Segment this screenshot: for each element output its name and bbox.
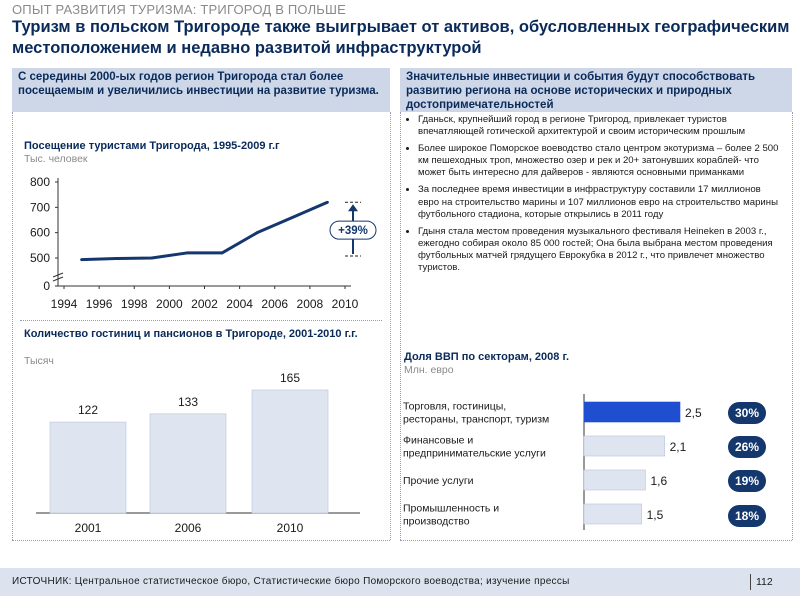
right-panel-heading: Значительные инвестиции и события будут … (400, 68, 792, 112)
x-tick-label: 2008 (297, 297, 324, 311)
data-point (185, 251, 189, 255)
share-badge: 18% (728, 505, 766, 527)
footer-bar (0, 568, 800, 596)
gdp-sector-bar-chart: 2,5 Торговля, гостиницы, рестораны, трансп… (403, 394, 702, 530)
bar-category-label-line: Финансовые и (403, 435, 473, 447)
growth-label: +39% (338, 225, 368, 237)
bullet-item: За последнее время инвестиции в инфрастр… (418, 184, 784, 220)
bar-category-label: Финансовые и предпринимательские услуги (403, 435, 546, 460)
bullet-item: Более широкое Поморское воеводство стало… (418, 143, 784, 179)
left-panel-border (12, 540, 390, 541)
data-point (80, 258, 83, 262)
series-line (81, 200, 329, 262)
data-point (326, 200, 329, 204)
bar-category-label-line: Торговля, гостиницы, (403, 401, 506, 413)
bar-category-label-line: Промышленность и (403, 503, 499, 515)
bar-category-label-line: Прочие услуги (403, 475, 474, 487)
bar (583, 503, 642, 525)
growth-badge (329, 220, 377, 240)
bar-category-label: Торговля, гостиницы, рестораны, транспорт… (403, 401, 549, 426)
right-panel-border (400, 540, 792, 541)
axis-break-mark (52, 276, 64, 282)
right-panel-border (792, 112, 793, 540)
data-point (255, 231, 259, 235)
line-chart-unit: Тыс. человек (24, 153, 88, 165)
tracker-title: ОПЫТ РАЗВИТИЯ ТУРИЗМА: ТРИГОРОД В ПОЛЬШЕ (12, 2, 347, 17)
bar-category-label: Прочие услуги (403, 475, 474, 487)
bullet-item: Гданьск, крупнейший город в регионе Триг… (418, 114, 784, 138)
data-point (290, 216, 294, 219)
axis-break-mark (52, 272, 64, 278)
bar-value-label: 1,5 (647, 508, 664, 522)
growth-arrowhead (348, 204, 358, 212)
y-tick-label: 600 (30, 226, 50, 240)
x-tick-label: 1994 (51, 297, 78, 311)
bar-chart-title: Количество гостиниц и пансионов в Тригор… (24, 328, 358, 340)
bar (583, 401, 681, 423)
y-tick-label: 0 (43, 279, 50, 293)
x-tick-label: 1996 (86, 297, 113, 311)
bar-value-label: 2,5 (685, 406, 702, 420)
left-panel-border (12, 112, 13, 540)
page-number: 112 (756, 576, 773, 588)
bar-category-label-line: рестораны, транспорт, туризм (403, 414, 549, 426)
bar-category-label: Промышленность и производство (403, 503, 499, 528)
slide-headline: Туризм в польском Тригороде также выигры… (12, 18, 790, 57)
x-tick-label: 2004 (226, 297, 253, 311)
left-panel-heading: С середины 2000-ых годов регион Тригород… (12, 68, 390, 112)
x-tick-label: 2010 (332, 297, 359, 311)
data-point (220, 251, 224, 255)
x-tick-label: 2006 (261, 297, 288, 311)
share-badge: 26% (728, 436, 766, 458)
line-chart-title: Посещение туристами Тригорода, 1995-2009… (24, 140, 280, 152)
hotels-bar-chart: 122 2001 133 2006 165 2010 (36, 371, 360, 535)
x-tick-label: 2002 (191, 297, 218, 311)
bar-value-label: 165 (280, 371, 300, 385)
page-number-divider (750, 574, 751, 590)
tourist-visits-line-chart: 0 500 600 700 800 1994 1996 1998 2000 2002 2004 200… (30, 175, 377, 311)
right-panel-border (400, 112, 401, 540)
x-tick-label: 1998 (121, 297, 148, 311)
bar-value-label: 133 (178, 395, 198, 409)
bar-chart-unit: Тысяч (24, 355, 54, 367)
bar-category-label-line: предпринимательские услуги (403, 448, 546, 460)
data-point (115, 257, 119, 260)
bullet-list: Гданьск, крупнейший город в регионе Триг… (404, 114, 784, 279)
y-tick-label: 500 (30, 251, 50, 265)
bar-category-label: 2001 (75, 521, 102, 535)
share-badge: 30% (728, 402, 766, 424)
bar (149, 413, 227, 514)
y-tick-label: 700 (30, 200, 50, 214)
gdp-chart-unit: Млн. евро (404, 364, 454, 376)
bar-value-label: 122 (78, 403, 98, 417)
bar-value-label: 2,1 (670, 440, 687, 454)
bar (583, 469, 646, 491)
bar (583, 435, 665, 457)
y-tick-label: 800 (30, 175, 50, 189)
left-panel-border (390, 112, 391, 540)
x-tick-label: 2000 (156, 297, 183, 311)
chart-separator (20, 320, 382, 321)
bar-category-label-line: производство (403, 516, 470, 528)
data-point (150, 256, 154, 260)
gdp-chart-title: Доля ВВП по секторам, 2008 г. (404, 351, 569, 363)
bar-value-label: 1,6 (650, 474, 667, 488)
bar (251, 389, 329, 514)
bar-category-label: 2010 (277, 521, 304, 535)
bullet-item: Гдыня стала местом проведения музыкально… (418, 226, 784, 274)
share-badge: 19% (728, 470, 766, 492)
bar-category-label: 2006 (175, 521, 202, 535)
source-note: ИСТОЧНИК: Центральное статистическое бюр… (12, 576, 570, 587)
bar (49, 421, 127, 514)
